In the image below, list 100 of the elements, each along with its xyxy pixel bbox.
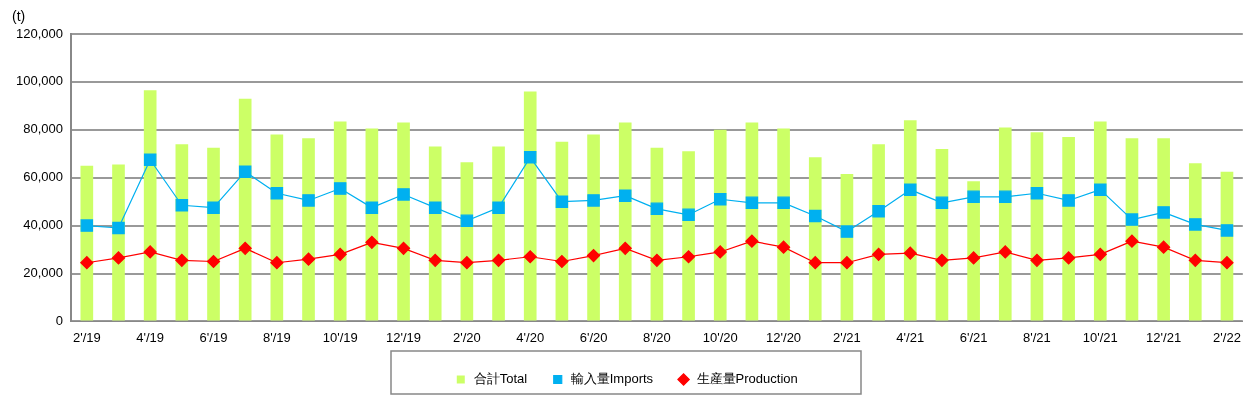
point xyxy=(365,201,379,214)
point xyxy=(967,190,980,204)
point xyxy=(1220,256,1234,270)
point xyxy=(650,253,664,267)
point xyxy=(238,241,252,255)
x-tick-label: 6'/21 xyxy=(959,329,988,345)
point xyxy=(713,193,727,206)
y-tick-label: 120,000 xyxy=(15,25,63,41)
point xyxy=(270,187,284,200)
point xyxy=(207,201,220,214)
bar xyxy=(682,151,695,321)
point xyxy=(713,245,727,259)
x-tick-label: 12'/20 xyxy=(766,329,802,345)
point xyxy=(1125,213,1139,226)
bar xyxy=(143,90,157,321)
x-tick-label: 12'/21 xyxy=(1146,329,1182,345)
point xyxy=(555,254,569,269)
point xyxy=(1062,194,1075,207)
y-axis-title: (t) xyxy=(12,7,26,24)
point xyxy=(1189,218,1202,231)
point xyxy=(871,247,886,261)
point xyxy=(175,253,189,267)
point xyxy=(1030,187,1044,200)
x-tick-label: 2'/21 xyxy=(833,329,861,345)
point xyxy=(840,225,854,238)
point xyxy=(397,188,410,201)
point xyxy=(935,196,949,210)
x-tick-label: 6'/20 xyxy=(579,329,608,345)
point xyxy=(682,208,695,222)
y-tick-label: 80,000 xyxy=(23,121,63,137)
point xyxy=(333,247,347,261)
point xyxy=(302,194,315,207)
point xyxy=(270,256,284,270)
x-tick-label: 10'/20 xyxy=(702,329,738,345)
point xyxy=(555,195,569,208)
y-tick-label: 20,000 xyxy=(23,265,63,281)
point xyxy=(586,248,601,263)
x-tick-label: 10'/19 xyxy=(322,329,358,345)
point xyxy=(904,183,917,196)
point xyxy=(80,219,94,232)
x-tick-label: 12'/19 xyxy=(386,329,422,345)
x-tick-label: 4'/20 xyxy=(516,329,545,345)
point xyxy=(1220,224,1234,237)
point xyxy=(111,251,126,265)
point xyxy=(460,256,474,270)
point xyxy=(333,182,347,195)
point xyxy=(206,254,221,269)
point xyxy=(143,153,157,166)
point xyxy=(681,250,696,264)
point xyxy=(238,165,252,178)
point xyxy=(587,194,600,207)
point xyxy=(1188,253,1202,267)
point xyxy=(808,256,822,270)
point xyxy=(80,256,94,270)
point xyxy=(872,204,885,218)
point xyxy=(365,235,379,249)
point xyxy=(650,202,664,216)
point xyxy=(903,246,917,260)
point xyxy=(1157,240,1171,254)
bar xyxy=(238,98,252,321)
legend-label: 合計Total xyxy=(473,371,528,387)
point xyxy=(967,251,981,265)
y-tick-label: 60,000 xyxy=(23,169,63,185)
point xyxy=(618,189,632,202)
x-tick-label: 2'/20 xyxy=(452,329,481,345)
legend-label: 生産量Production xyxy=(696,371,798,387)
point xyxy=(777,196,790,210)
point xyxy=(143,245,157,259)
point xyxy=(396,241,411,255)
y-tick-label: 0 xyxy=(55,312,63,328)
point xyxy=(175,198,189,212)
legend-label: 輸入量Imports xyxy=(570,371,654,387)
point xyxy=(460,214,474,228)
y-tick-label: 40,000 xyxy=(23,217,63,233)
point xyxy=(301,252,316,266)
point xyxy=(428,253,442,267)
point xyxy=(745,234,759,248)
x-tick-label: 8'/20 xyxy=(643,329,671,345)
point xyxy=(618,241,632,255)
x-tick-label: 4'/21 xyxy=(896,329,925,345)
point xyxy=(1093,247,1107,261)
point xyxy=(1030,253,1044,267)
x-tick-label: 8'/21 xyxy=(1023,329,1051,345)
point xyxy=(112,221,125,235)
x-tick-label: 2'/19 xyxy=(72,329,101,345)
point xyxy=(1094,183,1107,196)
point xyxy=(1157,206,1170,219)
x-tick-label: 8'/19 xyxy=(262,329,291,345)
x-tick-label: 4'/19 xyxy=(136,329,165,345)
point xyxy=(428,201,442,214)
point xyxy=(1125,234,1139,248)
point xyxy=(492,201,505,214)
point xyxy=(745,196,759,210)
point xyxy=(999,190,1012,204)
point xyxy=(998,245,1012,259)
x-tick-label: 6'/19 xyxy=(199,329,228,345)
point xyxy=(491,253,506,267)
point xyxy=(1062,251,1076,265)
x-tick-label: 10'/21 xyxy=(1082,329,1118,345)
point xyxy=(808,209,822,223)
